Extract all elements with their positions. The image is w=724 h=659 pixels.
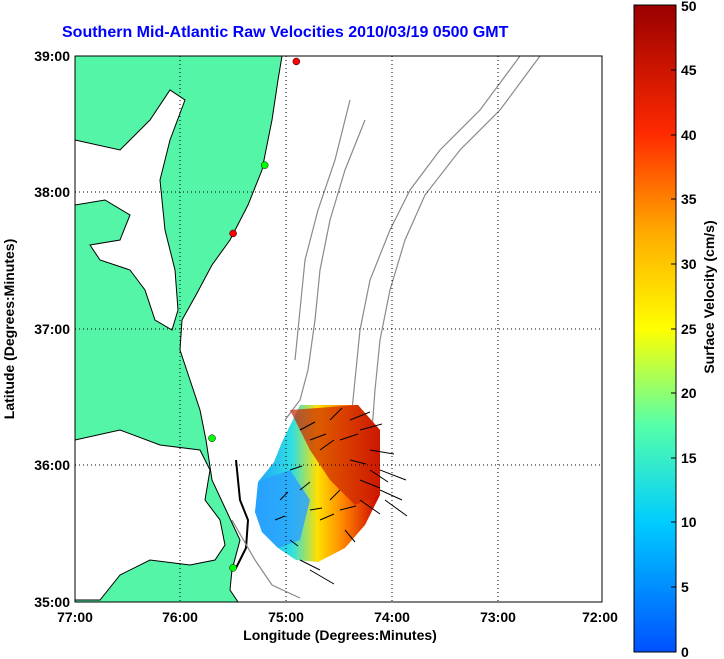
colorbar-tick-label: 25 [681,321,697,337]
x-tick-label: 75:00 [268,609,304,625]
x-tick-label: 77:00 [57,609,93,625]
y-tick-label: 38:00 [34,184,70,200]
colorbar-ticks [671,69,676,588]
map-title: Southern Mid-Atlantic Raw Velocities 201… [62,24,509,41]
x-tick-label: 76:00 [162,609,198,625]
colorbar-label: Surface Velocity (cm/s) [701,220,717,373]
y-axis-label: Latitude (Degrees:Minutes) [1,239,17,419]
colorbar-tick-label: 0 [681,644,689,659]
colorbar [633,4,677,653]
plot-frame [74,55,603,603]
grid-lines [75,56,602,602]
x-tick-label: 73:00 [480,609,516,625]
station-marker [260,161,269,169]
colorbar-tick-label: 45 [681,62,697,78]
x-axis-label: Longitude (Degrees:Minutes) [243,627,437,643]
y-tick-label: 39:00 [34,48,70,64]
colorbar-tick-label: 50 [681,0,697,14]
y-tick-label: 36:00 [34,457,70,473]
bathymetry-contours [231,56,541,599]
y-tick-label: 37:00 [34,321,70,337]
station-marker [229,229,237,238]
colorbar-tick-label: 10 [681,514,697,530]
station-marker [292,57,301,66]
station-marker [229,564,237,572]
colorbar-tick-label: 5 [681,579,689,595]
pamlico-sound [75,429,226,601]
colorbar-tick-label: 20 [681,385,697,401]
chesapeake-bay [75,89,186,331]
colorbar-tick-label: 40 [681,127,697,143]
x-tick-label: 72:00 [582,609,618,625]
colorbar-tick-label: 35 [681,191,697,207]
barrier-islands [235,459,250,569]
colorbar-tick-label: 30 [681,256,697,272]
colorbar-tick-label: 15 [681,450,697,466]
y-tick-label: 35:00 [34,594,70,610]
station-marker [208,434,216,442]
station-markers [208,57,301,572]
velocity-field [255,405,408,585]
x-tick-label: 74:00 [374,609,410,625]
